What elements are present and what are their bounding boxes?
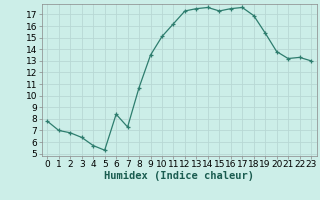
X-axis label: Humidex (Indice chaleur): Humidex (Indice chaleur) — [104, 171, 254, 181]
